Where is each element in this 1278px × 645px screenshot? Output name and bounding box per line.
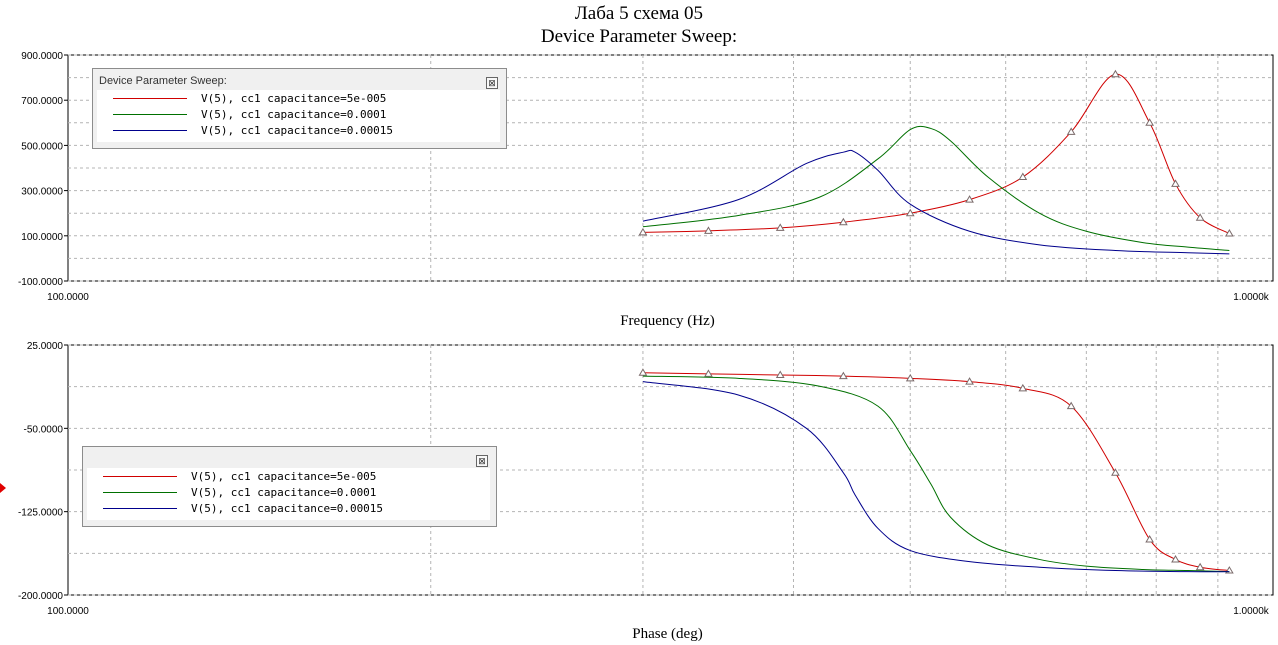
legend-label: V(5), cc1 capacitance=0.0001 [201, 108, 387, 121]
data-point-marker [1195, 562, 1205, 571]
data-point-marker [905, 373, 915, 382]
data-point-marker [1111, 69, 1120, 78]
data-point-marker [1018, 172, 1028, 181]
y-tick-label: -200.0000 [18, 591, 63, 602]
data-point-marker [1066, 401, 1076, 410]
y-tick-label: -125.0000 [18, 508, 63, 519]
data-point-marker [1224, 229, 1234, 237]
legend-line [103, 508, 177, 509]
legend-label: V(5), cc1 capacitance=0.00015 [191, 502, 384, 515]
legend-body: V(5), cc1 capacitance=5e-005 V(5), cc1 c… [97, 90, 500, 142]
data-point-marker [1171, 179, 1180, 187]
y-tick-label: 100.0000 [21, 232, 63, 243]
data-point-marker [1111, 468, 1120, 476]
data-point-marker [775, 223, 785, 231]
series-line [642, 375, 1230, 573]
legend-line [103, 492, 177, 493]
data-point-marker [775, 370, 785, 378]
data-point-marker [1171, 554, 1180, 563]
y-tick-label: -100.0000 [18, 277, 63, 288]
legend-label: V(5), cc1 capacitance=5e-005 [201, 92, 387, 105]
data-point-marker [905, 208, 915, 217]
chart-subtitle: Device Parameter Sweep: [540, 26, 738, 47]
y-tick-label: 900.0000 [21, 51, 63, 62]
series-line [642, 381, 1230, 573]
data-point-marker [1066, 127, 1076, 135]
cursor-marker-icon[interactable] [0, 483, 6, 493]
series-line [642, 125, 1230, 251]
y-tick-label: 300.0000 [21, 187, 63, 198]
x-axis-title: Frequency (Hz) [620, 313, 715, 329]
data-point-marker [638, 368, 648, 376]
legend-label: V(5), cc1 capacitance=5e-005 [191, 470, 377, 483]
legend-body: V(5), cc1 capacitance=5e-005 V(5), cc1 c… [87, 468, 490, 520]
x-axis-title: Phase (deg) [632, 626, 702, 642]
data-point-marker [704, 226, 713, 234]
data-point-marker [965, 195, 974, 203]
data-point-marker [838, 371, 848, 380]
y-tick-label: -50.0000 [24, 424, 64, 435]
x-tick-label: 1.0000k [1233, 292, 1270, 303]
data-point-marker [638, 227, 648, 236]
legend-line [113, 114, 187, 115]
data-point-marker [838, 217, 848, 226]
legend-magnitude[interactable]: Device Parameter Sweep: ⊠ V(5), cc1 capa… [92, 68, 507, 149]
legend-line [113, 130, 187, 131]
y-tick-label: 500.0000 [21, 141, 63, 152]
close-icon[interactable]: ⊠ [486, 77, 498, 89]
data-point-marker [1145, 118, 1155, 126]
legend-line [103, 476, 177, 477]
chart-title: Лаба 5 схема 05 [574, 3, 704, 24]
y-tick-label: 25.0000 [27, 341, 64, 352]
data-point-marker [965, 377, 974, 385]
legend-line [113, 98, 187, 99]
data-point-marker [1018, 383, 1028, 392]
y-tick-label: 700.0000 [21, 96, 63, 107]
legend-phase[interactable]: ⊠ V(5), cc1 capacitance=5e-005 V(5), cc1… [82, 446, 497, 527]
data-point-marker [1195, 213, 1205, 221]
data-point-marker [704, 369, 713, 377]
x-tick-label: 1.0000k [1233, 606, 1270, 617]
legend-header: Device Parameter Sweep: [99, 75, 227, 87]
legend-label: V(5), cc1 capacitance=0.00015 [201, 124, 394, 137]
data-point-marker [1145, 534, 1155, 543]
legend-label: V(5), cc1 capacitance=0.0001 [191, 486, 377, 499]
close-icon[interactable]: ⊠ [476, 455, 488, 467]
series-line [642, 149, 1230, 255]
x-tick-label: 100.0000 [47, 606, 89, 617]
x-tick-label: 100.0000 [47, 292, 89, 303]
